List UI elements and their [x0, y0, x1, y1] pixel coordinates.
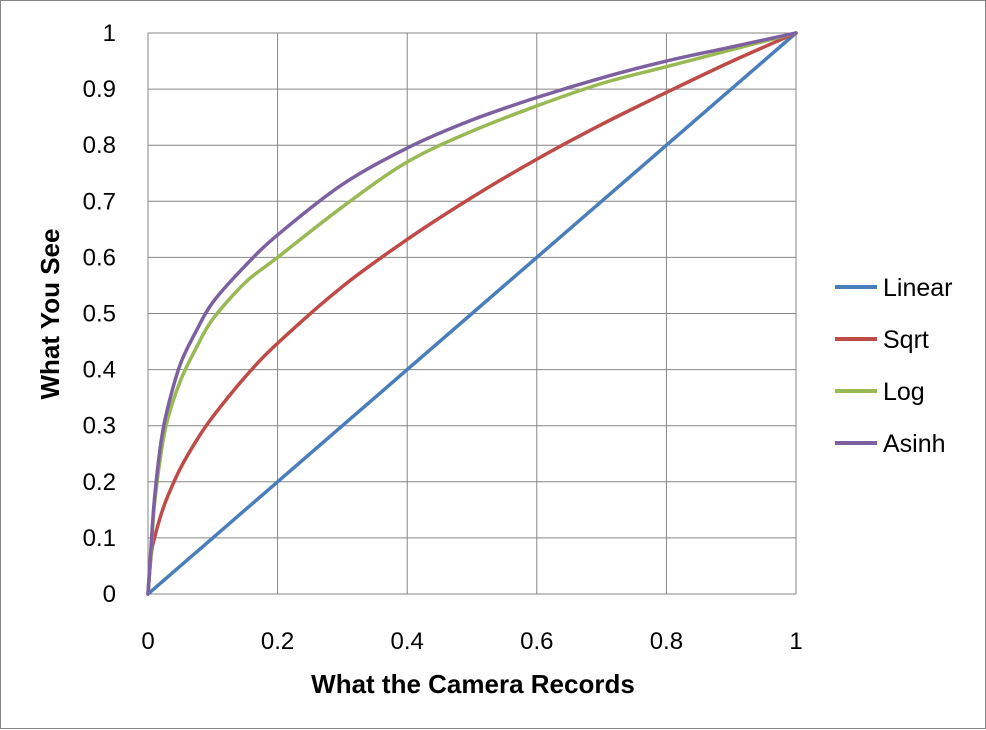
legend: Linear Sqrt Log Asinh — [835, 274, 953, 458]
x-tick-label: 0 — [141, 628, 154, 655]
legend-label: Log — [883, 378, 925, 406]
x-tick-label: 0.4 — [391, 628, 424, 655]
legend-label: Asinh — [883, 430, 946, 458]
y-tick-label: 0.8 — [83, 132, 116, 159]
series-line-linear — [146, 31, 798, 596]
legend-item-log: Log — [835, 378, 925, 406]
y-axis-title: What You See — [35, 229, 65, 400]
y-tick-label: 0.7 — [83, 188, 116, 215]
x-tick-label: 1 — [789, 628, 802, 655]
series-lines — [146, 31, 798, 596]
y-tick-label: 0.1 — [83, 525, 116, 552]
legend-label: Sqrt — [883, 326, 929, 354]
y-tick-label: 0.9 — [83, 76, 116, 103]
x-tick-label: 0.8 — [650, 628, 683, 655]
x-axis-title: What the Camera Records — [311, 669, 635, 699]
y-tick-label: 0.6 — [83, 244, 116, 271]
legend-item-asinh: Asinh — [835, 430, 946, 458]
y-tick-label: 0.2 — [83, 469, 116, 496]
x-tick-label: 0.6 — [520, 628, 553, 655]
series-line-sqrt — [146, 31, 798, 596]
y-axis-ticks: 0 0.1 0.2 0.3 0.4 0.5 0.6 0.7 0.8 0.9 1 — [83, 20, 116, 608]
legend-item-linear: Linear — [835, 274, 953, 302]
y-tick-label: 0 — [103, 581, 116, 608]
y-tick-label: 1 — [103, 20, 116, 47]
series-line-asinh — [146, 31, 798, 596]
legend-item-sqrt: Sqrt — [835, 326, 929, 354]
x-tick-label: 0.2 — [261, 628, 294, 655]
y-tick-label: 0.5 — [83, 301, 116, 328]
y-tick-label: 0.3 — [83, 413, 116, 440]
y-tick-label: 0.4 — [83, 357, 116, 384]
legend-label: Linear — [883, 274, 953, 302]
x-axis-ticks: 0 0.2 0.4 0.6 0.8 1 — [141, 628, 802, 655]
